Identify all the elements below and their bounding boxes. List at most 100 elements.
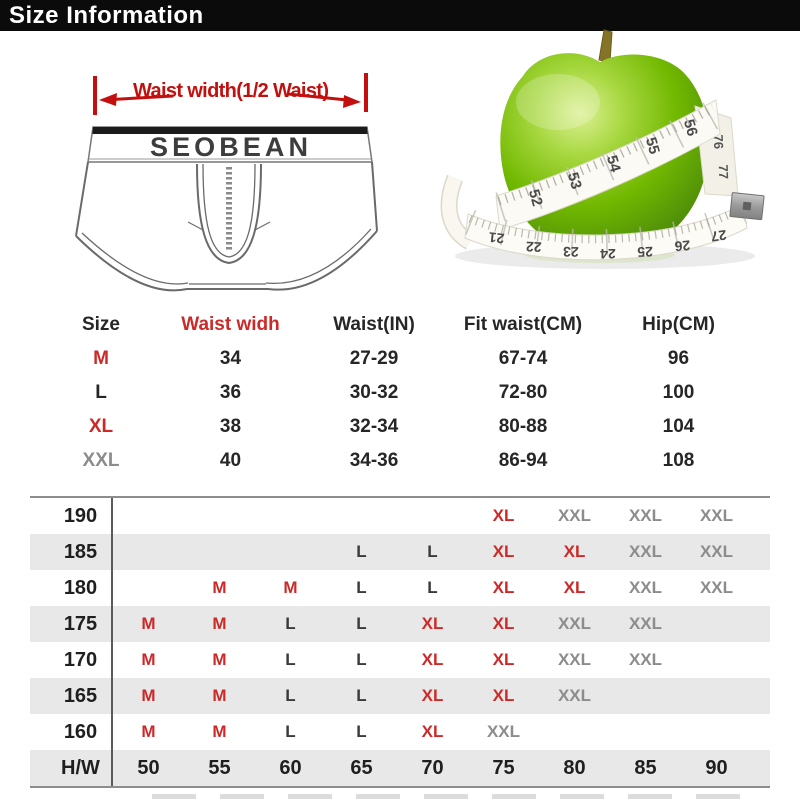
matrix-cell: XL	[421, 614, 444, 633]
matrix-cell: XL	[492, 614, 515, 633]
matrix-weight-label: 80	[563, 756, 586, 779]
svg-text:53: 53	[564, 170, 585, 191]
matrix-cell: XXL	[699, 506, 734, 525]
svg-text:24: 24	[600, 246, 616, 262]
size-table-value: 104	[662, 416, 695, 437]
matrix-weight-label: 55	[208, 756, 231, 779]
matrix-cell	[610, 678, 681, 714]
matrix-corner-label: H/W	[30, 750, 113, 786]
size-table-size-label: M	[93, 348, 109, 369]
matrix-cell: L	[356, 650, 367, 669]
size-table-value: 80-88	[498, 416, 548, 437]
brand-logo: SEOBEAN	[150, 132, 310, 162]
size-table: Size Waist widh Waist(IN) Fit waist(CM) Hip(…	[40, 308, 760, 478]
matrix-weight-label: 85	[634, 756, 657, 779]
matrix-cell: XXL	[699, 578, 734, 597]
underwear-body	[75, 161, 378, 292]
cropped-bottom-strip	[152, 794, 764, 799]
matrix-cell: M	[283, 578, 298, 597]
matrix-cell	[113, 498, 184, 534]
matrix-cell: M	[141, 614, 156, 633]
underwear-waistband: SEOBEAN	[87, 126, 373, 163]
matrix-cell: L	[356, 614, 367, 633]
size-table-size-label: XL	[88, 416, 114, 437]
matrix-cell: M	[212, 578, 227, 597]
matrix-height-label: 190	[30, 498, 113, 534]
svg-text:25: 25	[637, 244, 653, 261]
matrix-cell: XL	[563, 578, 586, 597]
matrix-cell: M	[212, 722, 227, 741]
matrix-cell: M	[212, 686, 227, 705]
matrix-row: 170 M M L L XL XL XXL XXL	[30, 642, 770, 678]
svg-text:23: 23	[563, 244, 579, 260]
svg-text:76: 76	[711, 134, 726, 149]
svg-text:56: 56	[680, 117, 701, 138]
svg-text:22: 22	[525, 239, 542, 256]
matrix-cell	[681, 642, 752, 678]
svg-text:54: 54	[603, 153, 624, 174]
matrix-cell: XL	[421, 650, 444, 669]
matrix-cell: L	[356, 686, 367, 705]
matrix-weight-label: 50	[137, 756, 160, 779]
size-table-value: 30-32	[349, 382, 399, 403]
size-table-value: 27-29	[349, 348, 399, 369]
matrix-cell	[326, 498, 397, 534]
matrix-cell: L	[427, 542, 438, 561]
matrix-weight-label: 65	[350, 756, 373, 779]
svg-text:21: 21	[488, 229, 505, 247]
matrix-cell	[681, 714, 752, 750]
matrix-cell: L	[356, 578, 367, 597]
matrix-weight-label: 60	[279, 756, 302, 779]
size-table-value: 67-74	[498, 348, 548, 369]
matrix-row: 160 M M L L XL XXL	[30, 714, 770, 750]
matrix-cell: XXL	[557, 506, 592, 525]
matrix-cell: M	[141, 650, 156, 669]
matrix-row: 190 XL XXL XXL XXL	[30, 498, 770, 534]
matrix-cell: L	[356, 542, 367, 561]
size-table-size-label: L	[95, 382, 107, 403]
matrix-cell: XL	[492, 686, 515, 705]
svg-text:27: 27	[710, 227, 728, 245]
waist-width-annotation: Waist width(1/2 Waist)	[93, 73, 368, 115]
matrix-cell: L	[356, 722, 367, 741]
matrix-footer-row: H/W 50 55 60 65 70 75 80 85 90	[30, 750, 770, 786]
apple-stem	[598, 29, 613, 63]
matrix-weight-label: 90	[705, 756, 728, 779]
matrix-cell: XXL	[557, 686, 592, 705]
size-table-header: Fit waist(CM)	[463, 314, 583, 335]
matrix-row: 175 M M L L XL XL XXL XXL	[30, 606, 770, 642]
tape-front-band: 52 53 54 55 56	[495, 99, 722, 231]
svg-text:26: 26	[674, 237, 691, 254]
matrix-height-label: 160	[30, 714, 113, 750]
size-table-value: 100	[662, 382, 695, 403]
matrix-cell: XXL	[628, 506, 663, 525]
svg-text:52: 52	[525, 187, 546, 208]
matrix-cell	[681, 678, 752, 714]
matrix-cell: L	[285, 614, 296, 633]
size-table-size-label: XXL	[82, 450, 120, 471]
matrix-weight-label: 70	[421, 756, 444, 779]
matrix-row: 180 M M L L XL XL XXL XXL	[30, 570, 770, 606]
tape-bottom-band: 21 22 23 24 25 26 27	[464, 200, 748, 262]
size-table-header: Hip(CM)	[642, 314, 715, 335]
matrix-cell: M	[141, 722, 156, 741]
matrix-cell	[184, 534, 255, 570]
matrix-cell: XXL	[628, 542, 663, 561]
size-table-value: 32-34	[349, 416, 399, 437]
matrix-cell: XL	[492, 506, 515, 525]
size-table-header: Size	[81, 314, 121, 335]
matrix-cell	[113, 534, 184, 570]
matrix-weight-label: 75	[492, 756, 515, 779]
header-bar: Size Information	[0, 0, 800, 31]
matrix-cell	[113, 570, 184, 606]
size-table-header: Waist widh	[181, 314, 280, 335]
size-table-value: 40	[219, 450, 242, 471]
matrix-cell	[184, 498, 255, 534]
matrix-cell: L	[285, 686, 296, 705]
matrix-cell: XXL	[628, 578, 663, 597]
size-table-header: Waist(IN)	[333, 314, 415, 335]
matrix-cell	[610, 714, 681, 750]
